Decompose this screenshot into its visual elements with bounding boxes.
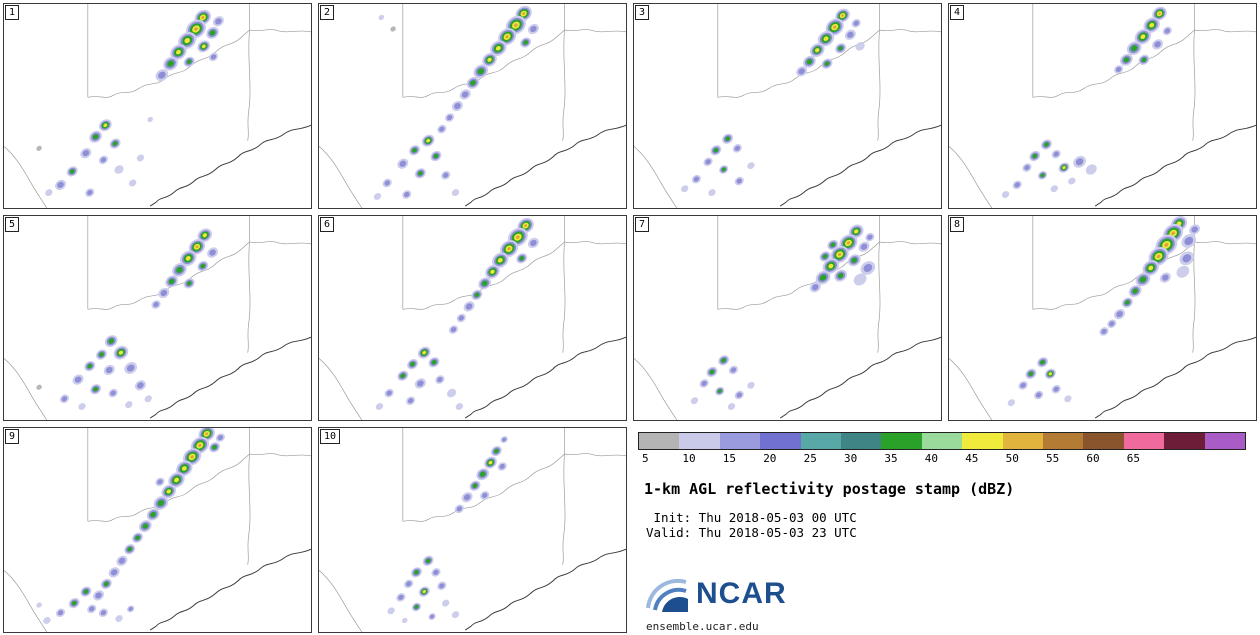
reflectivity-map [634,216,941,420]
colorbar-tick-label: 60 [1086,452,1100,465]
panel-number-label: 9 [5,429,20,444]
ncar-logo-icon [646,578,688,612]
ncar-logo-row: NCAR [644,572,787,616]
colorbar-tick-labels: 5 10 15 20 25 30 35 40 45 50 55 60 65 [638,452,1244,466]
legend-block: 5 10 15 20 25 30 35 40 45 50 55 60 65 1-km AGL refle… [630,424,1260,635]
colorbar-segment [1204,433,1246,449]
panel-number-label: 5 [5,217,20,232]
colorbar-segment [639,433,680,449]
colorbar-segment [1164,433,1205,449]
colorbar-tick-label: 20 [763,452,777,465]
reflectivity-map [4,216,311,420]
forecast-panel-10: 10 [318,427,627,633]
forecast-panel-1: 1 [3,3,312,209]
forecast-panel-4: 4 [948,3,1257,209]
valid-time-text: Valid: Thu 2018-05-03 23 UTC [646,525,857,540]
colorbar-segment [760,433,801,449]
colorbar-segment [719,433,761,449]
colorbar-tick-label: 30 [844,452,858,465]
panel-number-label: 2 [320,5,335,20]
colorbar-segment [881,433,922,449]
colorbar-tick-label: 35 [884,452,898,465]
reflectivity-map [319,216,626,420]
colorbar-segment [1083,433,1124,449]
colorbar-segment [841,433,882,449]
colorbar-tick-label: 10 [682,452,696,465]
figure-title: 1-km AGL reflectivity postage stamp (dBZ… [644,480,1015,498]
colorbar-segment [1043,433,1084,449]
colorbar-tick-label: 55 [1046,452,1060,465]
colorbar-tick-label: 50 [1005,452,1019,465]
reflectivity-colorbar [638,432,1246,450]
panel-number-label: 8 [950,217,965,232]
colorbar-segment [1002,433,1044,449]
panel-number-label: 6 [320,217,335,232]
reflectivity-map [634,4,941,208]
colorbar-tick-label: 65 [1126,452,1141,465]
reflectivity-map [319,428,626,632]
colorbar-segment [800,433,842,449]
forecast-panel-6: 6 [318,215,627,421]
colorbar-tick-label: 45 [965,452,979,465]
forecast-panel-2: 2 [318,3,627,209]
colorbar-segment [679,433,720,449]
forecast-panel-8: 8 [948,215,1257,421]
colorbar-tick-label: 40 [924,452,939,465]
colorbar-segment [1123,433,1165,449]
reflectivity-map [4,4,311,208]
site-url-text: ensemble.ucar.edu [646,620,759,633]
reflectivity-map [4,428,311,632]
panel-number-label: 1 [5,5,20,20]
ncar-logo-text: NCAR [696,577,787,610]
colorbar-tick-label: 15 [722,452,737,465]
reflectivity-map [949,4,1256,208]
colorbar-segment [962,433,1003,449]
panel-number-label: 4 [950,5,965,20]
colorbar-tick-label: 5 [642,452,649,465]
reflectivity-map [949,216,1256,420]
panel-number-label: 10 [320,429,341,444]
forecast-panel-7: 7 [633,215,942,421]
colorbar-segment [921,433,963,449]
panel-number-label: 7 [635,217,650,232]
colorbar-tick-label: 25 [803,452,817,465]
panel-number-label: 3 [635,5,650,20]
init-time-text: Init: Thu 2018-05-03 00 UTC [646,510,857,525]
forecast-panel-5: 5 [3,215,312,421]
forecast-panel-9: 9 [3,427,312,633]
forecast-panel-3: 3 [633,3,942,209]
reflectivity-map [319,4,626,208]
